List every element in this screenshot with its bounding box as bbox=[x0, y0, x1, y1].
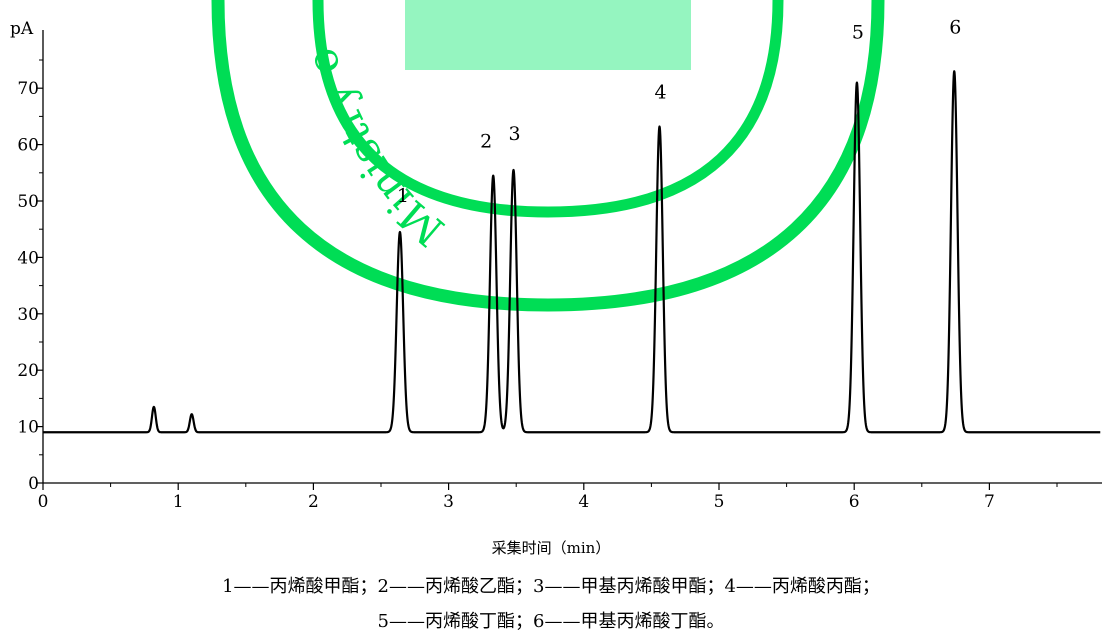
y-axis-unit-label: pA bbox=[10, 19, 34, 39]
x-tick-label: 2 bbox=[308, 492, 319, 512]
axes: pA bbox=[10, 19, 1102, 484]
x-tick-label: 3 bbox=[443, 492, 454, 512]
x-axis-title: 采集时间（min） bbox=[491, 539, 611, 557]
y-tick-label: 40 bbox=[17, 248, 39, 268]
y-tick-label: 0 bbox=[28, 474, 39, 494]
peak-label: 4 bbox=[654, 82, 666, 104]
watermark-arc-inner bbox=[312, 0, 784, 218]
x-tick-label: 7 bbox=[984, 492, 995, 512]
y-tick-label: 20 bbox=[17, 361, 39, 381]
peak-label: 3 bbox=[508, 123, 520, 145]
watermark-arc-outer bbox=[211, 0, 885, 312]
x-tick-label: 6 bbox=[849, 492, 860, 512]
y-tick-label: 70 bbox=[17, 79, 39, 99]
peak-label: 6 bbox=[949, 16, 961, 38]
peak-label: 5 bbox=[852, 22, 864, 44]
legend-line-2: 5——丙烯酸丁酯；6——甲基丙烯酸丁酯。 bbox=[377, 611, 725, 632]
y-tick-label: 30 bbox=[17, 305, 39, 325]
x-tick-label: 5 bbox=[714, 492, 725, 512]
x-tick-label: 4 bbox=[578, 492, 589, 512]
trace-group bbox=[42, 70, 1102, 434]
watermark-text: Ministry o bbox=[296, 42, 454, 256]
y-tick-label: 10 bbox=[17, 418, 39, 438]
chromatogram-trace bbox=[42, 70, 1102, 434]
watermark: Ministry o bbox=[211, 0, 885, 312]
peak-label: 2 bbox=[480, 131, 492, 153]
watermark-box bbox=[405, 0, 691, 70]
legend-line-1: 1——丙烯酸甲酯；2——丙烯酸乙酯；3——甲基丙烯酸甲酯；4——丙烯酸丙酯； bbox=[222, 576, 880, 597]
peak-label: 1 bbox=[397, 185, 409, 207]
y-tick-label: 60 bbox=[17, 136, 39, 156]
x-tick-label: 0 bbox=[38, 492, 49, 512]
y-tick-label: 50 bbox=[17, 192, 39, 212]
x-tick-label: 1 bbox=[173, 492, 184, 512]
peak-labels: 12 345 6 bbox=[397, 16, 961, 207]
